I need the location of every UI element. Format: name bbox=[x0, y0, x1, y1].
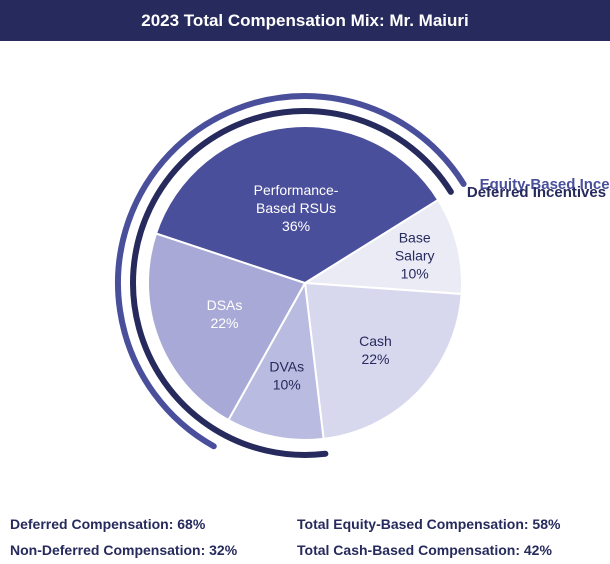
slice-label-cash: Cash 22% bbox=[359, 333, 392, 367]
slice-dsas bbox=[147, 232, 307, 422]
arc-deferred-incentives bbox=[130, 108, 454, 458]
arc-label-equity-based-incentives: Equity-Based Incentives bbox=[480, 176, 610, 193]
equity-based-compensation-total: Total Equity-Based Compensation: 58% bbox=[297, 516, 561, 532]
pie-chart: Base Salary 10% Cash 22% DVAs 10% DSAs 22% Perfor… bbox=[115, 93, 610, 458]
slice-base-salary bbox=[301, 198, 463, 296]
arc-label-deferred-incentives: Deferred Incentives bbox=[467, 184, 606, 201]
slice-label-base-salary: Base Salary 10% bbox=[395, 230, 435, 282]
slice-cash bbox=[303, 281, 463, 441]
slice-label-dsas: DSAs 22% bbox=[207, 297, 243, 331]
deferred-compensation-total: Deferred Compensation: 68% bbox=[10, 516, 206, 532]
cash-based-compensation-total: Total Cash-Based Compensation: 42% bbox=[297, 542, 552, 558]
arc-equity-based-incentives bbox=[115, 93, 467, 450]
non-deferred-compensation-total: Non-Deferred Compensation: 32% bbox=[10, 542, 238, 558]
slice-label-performance-based-rsus: Performance-Based RSUs 36% bbox=[254, 182, 339, 234]
chart-title: 2023 Total Compensation Mix: Mr. Maiuri bbox=[0, 0, 610, 41]
slice-label-dvas: DVAs 10% bbox=[269, 358, 304, 392]
slice-dvas bbox=[227, 279, 325, 441]
slice-performance-based-rsus bbox=[154, 125, 440, 285]
